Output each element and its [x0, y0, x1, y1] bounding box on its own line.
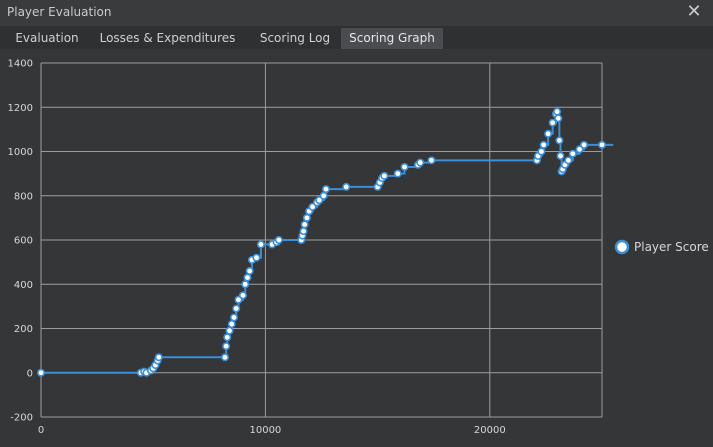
- x-tick-label: 20000: [474, 425, 506, 436]
- tab-scoring-graph[interactable]: Scoring Graph: [341, 28, 443, 49]
- data-point: [580, 140, 589, 149]
- data-point: [544, 129, 553, 138]
- data-point: [393, 169, 402, 178]
- data-point: [548, 118, 557, 127]
- y-tick-label: 1000: [8, 147, 33, 158]
- data-point: [321, 185, 330, 194]
- y-tick-label: -200: [10, 413, 33, 424]
- data-point: [300, 220, 309, 229]
- data-point: [225, 326, 234, 335]
- data-point: [238, 291, 247, 300]
- x-tick-label: 0: [38, 425, 44, 436]
- data-point: [36, 368, 45, 377]
- data-point: [556, 151, 565, 160]
- data-point: [539, 140, 548, 149]
- legend-marker: [614, 239, 630, 255]
- tab-evaluation[interactable]: Evaluation: [15, 31, 79, 45]
- data-point: [537, 147, 546, 156]
- data-point: [223, 333, 232, 342]
- title-bar: Player Evaluation ✕: [0, 0, 713, 26]
- data-point: [380, 171, 389, 180]
- data-point: [227, 320, 236, 329]
- data-point: [299, 227, 308, 236]
- data-point: [597, 140, 606, 149]
- tab-bar: Evaluation Losses & Expenditures Scoring…: [0, 26, 713, 49]
- data-point: [222, 342, 231, 351]
- data-point: [221, 353, 230, 362]
- data-point: [245, 266, 254, 275]
- data-point: [252, 253, 261, 262]
- data-point: [241, 280, 250, 289]
- data-point: [575, 145, 584, 154]
- series-line: [41, 110, 614, 374]
- data-point: [555, 136, 564, 145]
- data-point: [232, 304, 241, 313]
- window-title: Player Evaluation: [7, 5, 112, 19]
- data-point: [234, 295, 243, 304]
- data-point: [568, 149, 577, 158]
- data-point: [400, 162, 409, 171]
- x-tick-label: 10000: [249, 425, 281, 436]
- data-point: [416, 158, 425, 167]
- y-tick-label: 600: [14, 236, 33, 247]
- legend-label: Player Score: [634, 240, 709, 254]
- data-point: [229, 313, 238, 322]
- data-point: [308, 202, 317, 211]
- data-point: [554, 114, 563, 123]
- y-tick-label: 400: [14, 280, 33, 291]
- y-tick-label: 1200: [8, 103, 33, 114]
- scoring-graph-chart: -200 0 200 400 600 800 1000 1200 1400 0 10000 20000…: [8, 59, 709, 437]
- data-point: [315, 196, 324, 205]
- y-tick-label: 800: [14, 191, 33, 202]
- scoring-graph-panel: -200 0 200 400 600 800 1000 1200 1400 0 10000 20000…: [0, 49, 713, 447]
- close-icon[interactable]: ✕: [686, 1, 702, 22]
- tab-losses-expenditures[interactable]: Losses & Expenditures: [99, 31, 236, 45]
- data-point: [564, 156, 573, 165]
- y-tick-label: 1400: [8, 59, 33, 70]
- data-point: [256, 240, 265, 249]
- data-point: [274, 236, 283, 245]
- data-point: [154, 353, 163, 362]
- y-tick-label: 0: [27, 368, 33, 379]
- data-point: [342, 182, 351, 191]
- data-point: [427, 156, 436, 165]
- data-point: [243, 273, 252, 282]
- data-point: [302, 213, 311, 222]
- data-point: [553, 107, 562, 116]
- tab-scoring-log[interactable]: Scoring Log: [259, 31, 331, 45]
- y-tick-label: 200: [14, 324, 33, 335]
- data-point: [319, 191, 328, 200]
